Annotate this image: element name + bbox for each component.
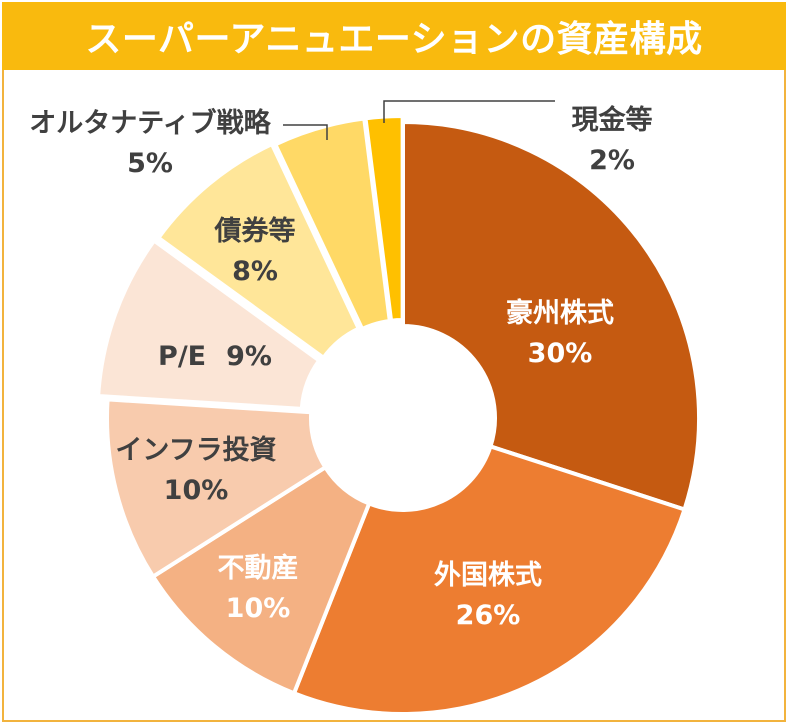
slice-category-label-7: オルタナティブ戦略 (29, 107, 271, 139)
slice-category-label-1: 豪州株式 (506, 297, 614, 329)
slice-category-label-8: 現金等 (572, 104, 653, 136)
slice-value-label-7: 5% (127, 148, 173, 179)
slice-value-label: 9% (226, 341, 272, 372)
pie-slice-2 (292, 444, 687, 716)
slice-value-label-3: 10% (226, 593, 291, 624)
slice-category-label-6: 債券等 (214, 215, 296, 247)
chart-title: スーパーアニュエーションの資産構成 (85, 19, 703, 60)
slice-label-5: P/E 9% (158, 341, 272, 372)
pie-slice-4 (105, 397, 328, 579)
pie-slice-5 (96, 238, 322, 411)
slice-category-label-4: インフラ投資 (115, 435, 276, 466)
slice-value-label-2: 26% (456, 600, 521, 631)
slice-value-label-8: 2% (589, 145, 635, 176)
slice-category-label-3: 不動産 (218, 552, 299, 584)
slice-category-label-2: 外国株式 (434, 560, 542, 591)
pie-slice-6 (156, 142, 361, 360)
leader-line-alternative (283, 124, 328, 140)
pie-slice-1 (401, 120, 701, 512)
pie-slice-8 (363, 114, 405, 323)
pie-slice-3 (151, 465, 372, 696)
leader-line-cash (383, 100, 555, 123)
slice-value-label-1: 30% (528, 338, 593, 369)
slice-category-label: P/E (158, 341, 206, 372)
slice-value-label-4: 10% (164, 475, 229, 506)
title-bar: スーパーアニュエーションの資産構成 (2, 2, 786, 70)
slice-value-label-6: 8% (232, 256, 278, 287)
